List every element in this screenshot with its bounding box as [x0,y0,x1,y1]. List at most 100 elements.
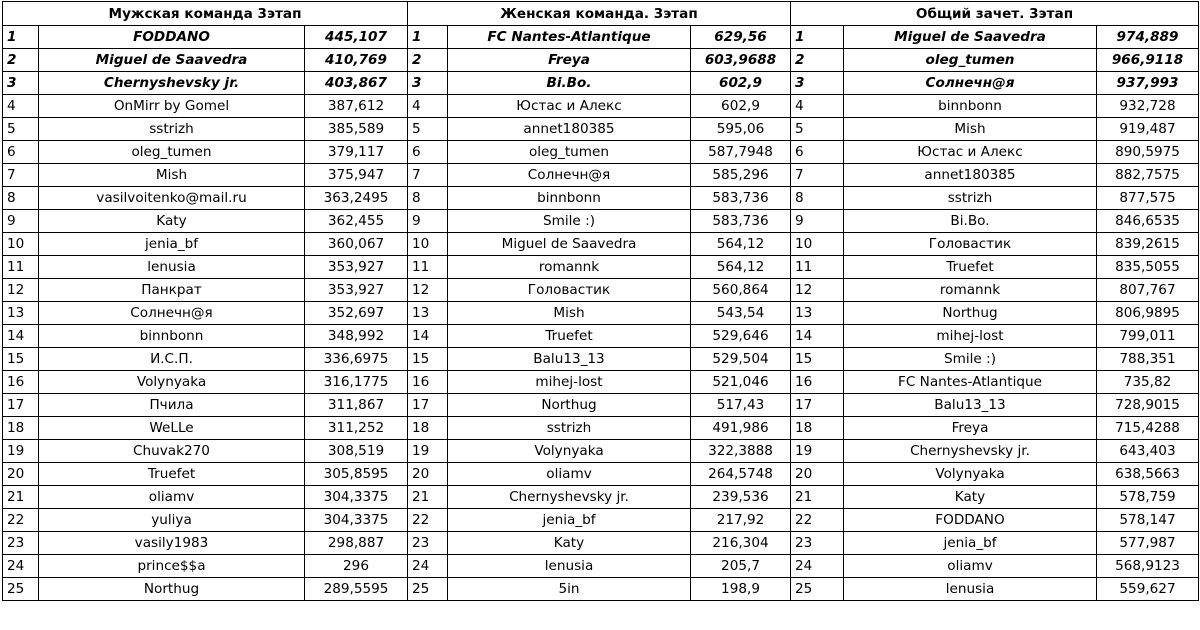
table-row: 20 oliamv 264,5748 [407,462,792,486]
score-cell: 890,5975 [1096,140,1199,164]
table-row: 11 Truefet 835,5055 [790,255,1199,279]
score-cell: 846,6535 [1096,209,1199,233]
rank-cell: 2 [790,48,844,72]
rank-cell: 6 [2,140,39,164]
rank-cell: 6 [407,140,448,164]
name-cell: Юстас и Алекс [447,94,691,118]
table-row: 21 oliamv 304,3375 [2,485,409,509]
table-row: 22 FODDANO 578,147 [790,508,1199,532]
rank-cell: 11 [2,255,39,279]
name-cell: Katy [447,531,691,555]
table-row: 5 Mish 919,487 [790,117,1199,141]
table-row: 10 Miguel de Saavedra 564,12 [407,232,792,256]
score-cell: 379,117 [303,140,409,164]
table-row: 18 Freya 715,4288 [790,416,1199,440]
name-cell: lenusia [38,255,305,279]
name-cell: oleg_tumen [843,48,1097,72]
score-cell: 521,046 [689,370,792,394]
rank-cell: 11 [407,255,448,279]
score-cell: 583,736 [689,209,792,233]
overall-table: Общий зачет. 3этап 1 Miguel de Saavedra 97… [790,1,1199,601]
score-cell: 564,12 [689,255,792,279]
name-cell: Northug [843,301,1097,325]
rank-cell: 4 [790,94,844,118]
table-row: 18 sstrizh 491,986 [407,416,792,440]
table-row: 10 Головастик 839,2615 [790,232,1199,256]
rank-cell: 18 [407,416,448,440]
table-row: 4 OnMirr by Gomel 387,612 [2,94,409,118]
rank-cell: 16 [407,370,448,394]
table-row: 15 Balu13_13 529,504 [407,347,792,371]
rank-cell: 4 [2,94,39,118]
table-row: 17 Northug 517,43 [407,393,792,417]
table-row: 3 Chernyshevsky jr. 403,867 [2,71,409,95]
score-cell: 316,1775 [303,370,409,394]
name-cell: Chuvak270 [38,439,305,463]
name-cell: oleg_tumen [447,140,691,164]
score-cell: 205,7 [689,554,792,578]
table-row: 25 lenusia 559,627 [790,577,1199,601]
rank-cell: 13 [790,301,844,325]
name-cell: oliamv [447,462,691,486]
name-cell: FC Nantes-Atlantique [843,370,1097,394]
rank-cell: 25 [790,577,844,601]
table-row: 14 binnbonn 348,992 [2,324,409,348]
rank-cell: 21 [407,485,448,509]
score-cell: 445,107 [303,25,409,49]
table-row: 24 prince$$a 296 [2,554,409,578]
rank-cell: 19 [790,439,844,463]
rank-cell: 22 [407,508,448,532]
score-cell: 568,9123 [1096,554,1199,578]
rank-cell: 1 [2,25,39,49]
name-cell: Freya [447,48,691,72]
rank-cell: 17 [2,393,39,417]
name-cell: Chernyshevsky jr. [843,439,1097,463]
table-row: 19 Volynyaka 322,3888 [407,439,792,463]
rank-cell: 8 [407,186,448,210]
name-cell: romannk [843,278,1097,302]
table-row: 25 Northug 289,5595 [2,577,409,601]
rank-cell: 25 [2,577,39,601]
score-cell: 788,351 [1096,347,1199,371]
score-cell: 839,2615 [1096,232,1199,256]
rank-cell: 20 [790,462,844,486]
rank-cell: 23 [407,531,448,555]
score-cell: 311,252 [303,416,409,440]
table-row: 13 Northug 806,9895 [790,301,1199,325]
rank-cell: 12 [790,278,844,302]
name-cell: Balu13_13 [843,393,1097,417]
table-row: 5 annet180385 595,06 [407,117,792,141]
table-row: 1 Miguel de Saavedra 974,889 [790,25,1199,49]
table-row: 23 Katy 216,304 [407,531,792,555]
name-cell: Головастик [843,232,1097,256]
table-body: 1 Miguel de Saavedra 974,889 2 oleg_tumen 966… [790,25,1199,601]
score-cell: 577,987 [1096,531,1199,555]
rank-cell: 3 [790,71,844,95]
men-team-table: Мужская команда 3этап 1 FODDANO 445,107 2 Mi… [1,1,409,601]
name-cell: Volynyaka [38,370,305,394]
rank-cell: 25 [407,577,448,601]
table-title: Мужская команда 3этап [1,1,409,26]
rank-cell: 24 [790,554,844,578]
name-cell: Truefet [38,462,305,486]
name-cell: oliamv [843,554,1097,578]
table-row: 13 Солнечн@я 352,697 [2,301,409,325]
rank-cell: 7 [790,163,844,187]
table-row: 24 lenusia 205,7 [407,554,792,578]
table-row: 20 Truefet 305,8595 [2,462,409,486]
rank-cell: 5 [790,117,844,141]
table-row: 6 oleg_tumen 379,117 [2,140,409,164]
table-header-row: Мужская команда 3этап [1,1,409,26]
rank-cell: 4 [407,94,448,118]
rank-cell: 9 [407,209,448,233]
table-row: 19 Chuvak270 308,519 [2,439,409,463]
name-cell: Mish [447,301,691,325]
name-cell: lenusia [843,577,1097,601]
score-cell: 877,575 [1096,186,1199,210]
score-cell: 362,455 [303,209,409,233]
score-cell: 353,927 [303,255,409,279]
rank-cell: 20 [407,462,448,486]
score-cell: 239,536 [689,485,792,509]
score-cell: 360,067 [303,232,409,256]
rank-cell: 8 [790,186,844,210]
